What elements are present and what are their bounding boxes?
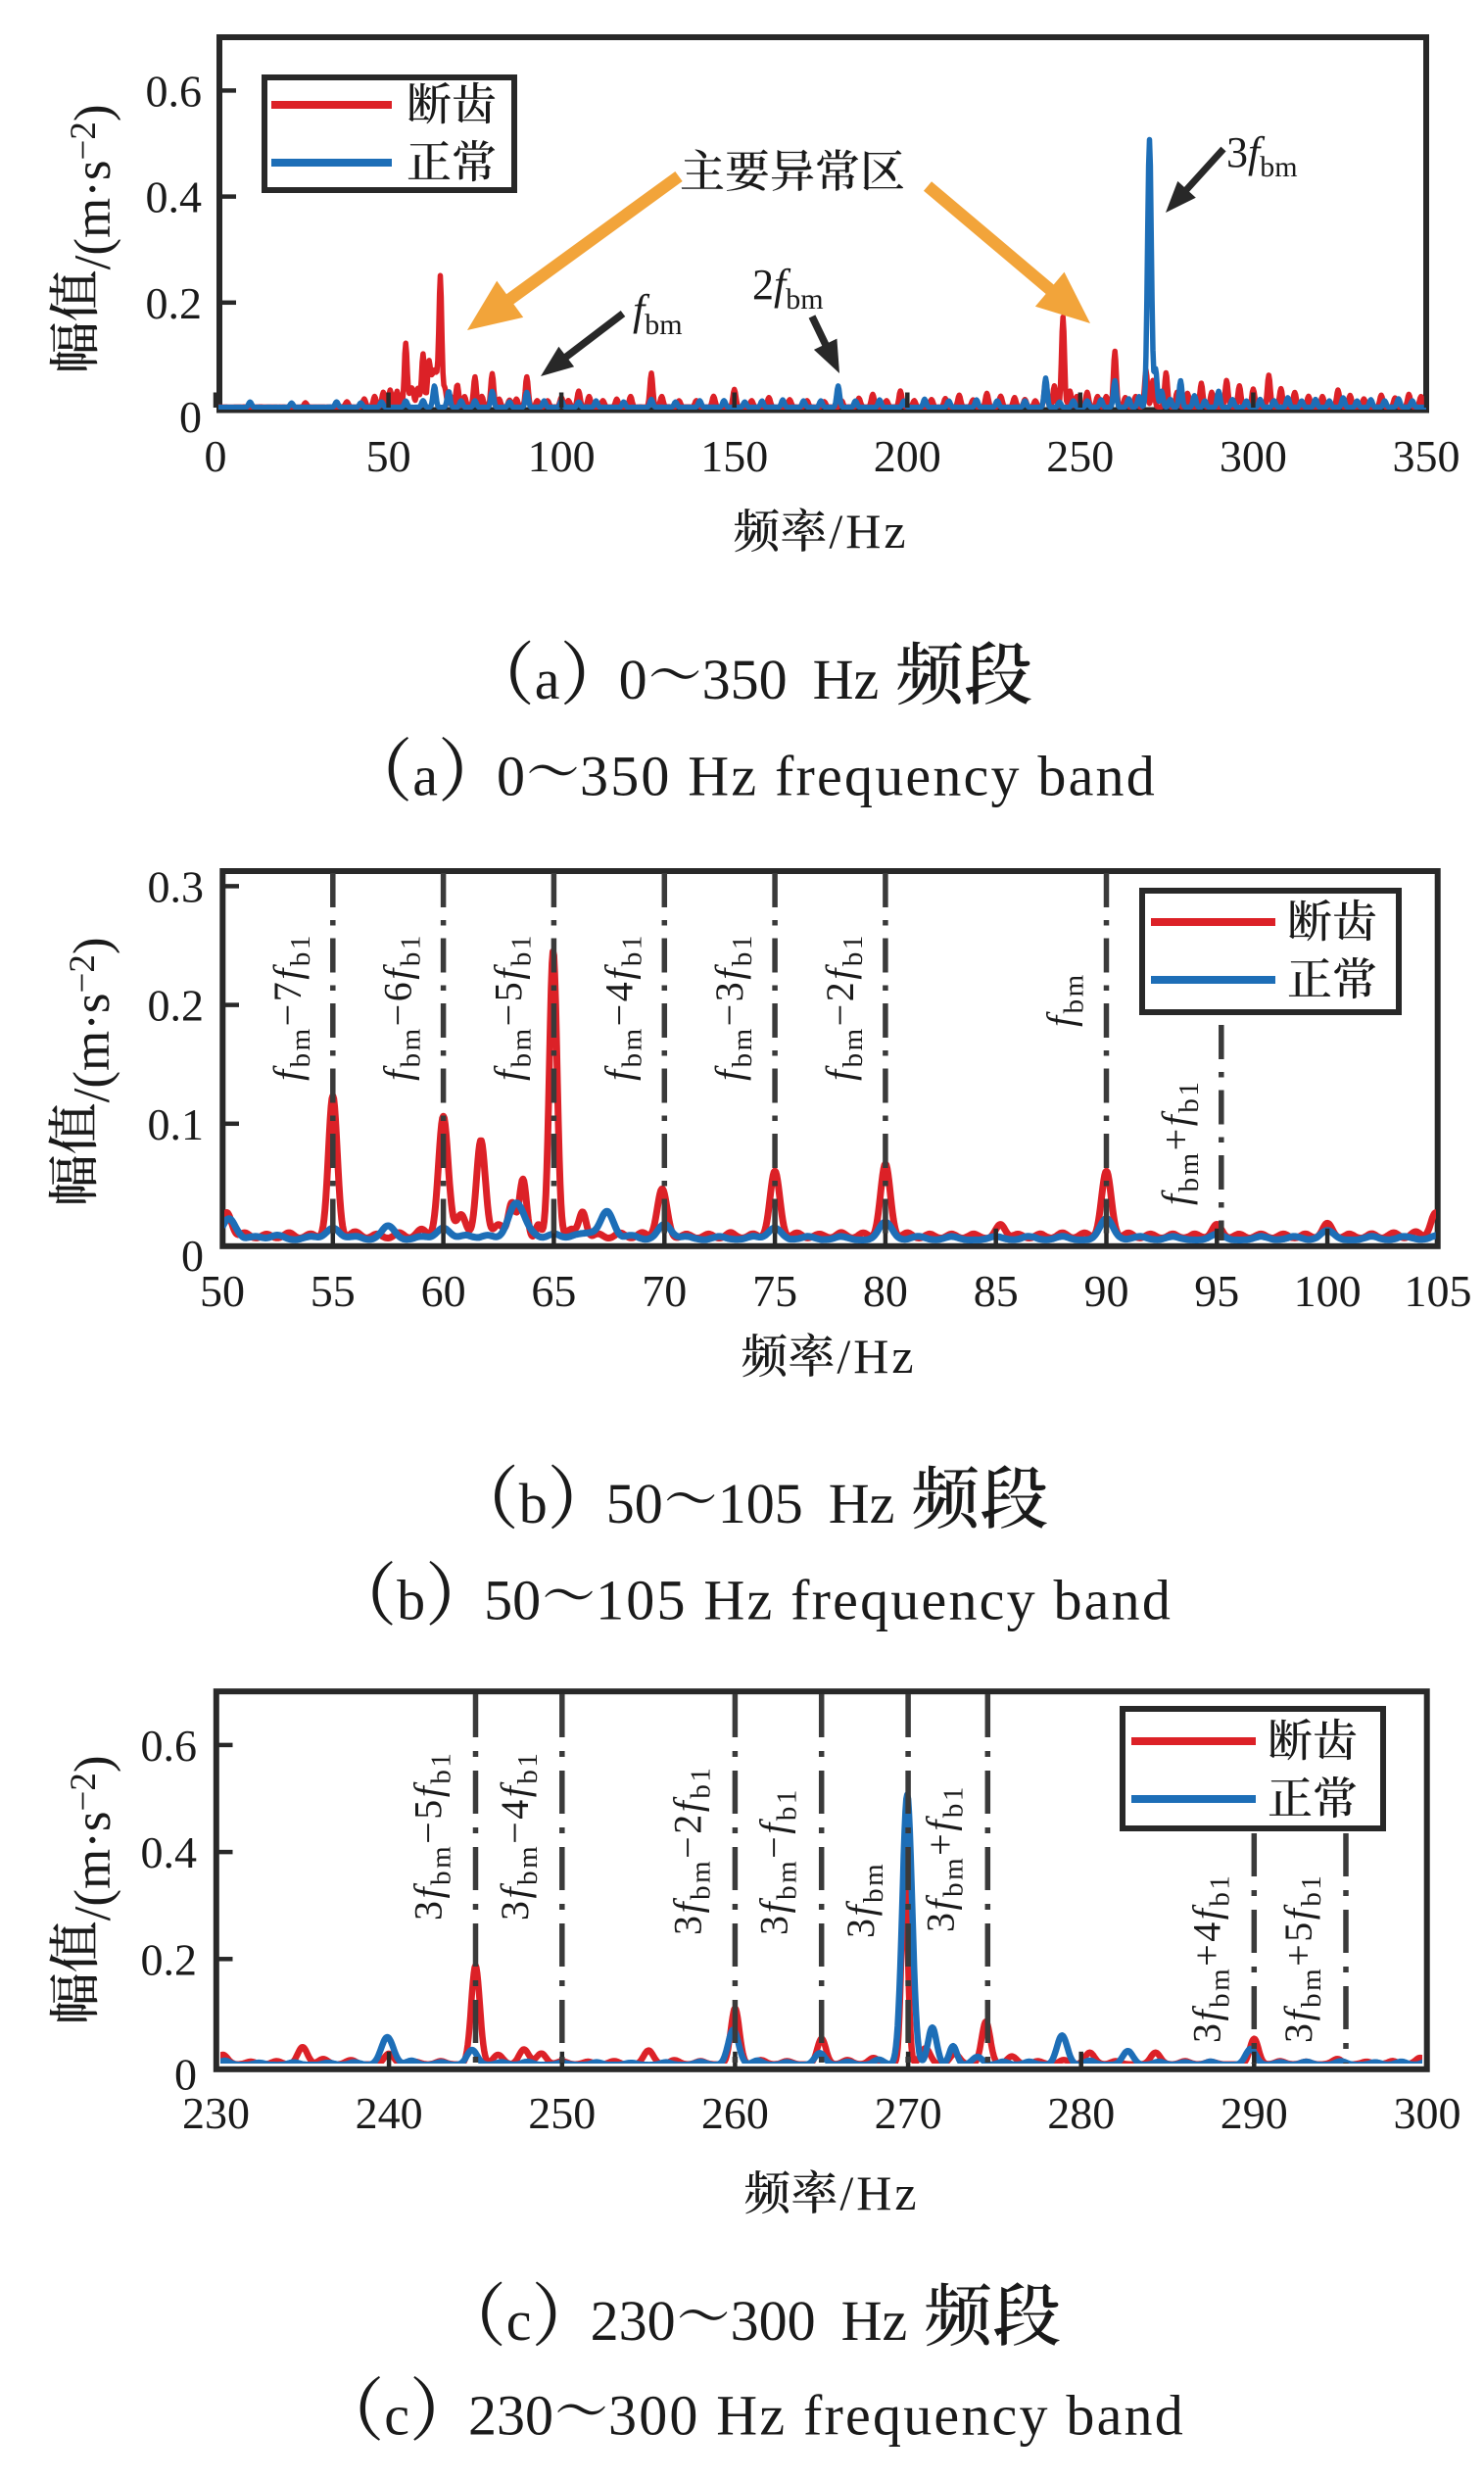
svg-text:a: a	[535, 648, 560, 711]
svg-text:a: a	[412, 745, 438, 808]
svg-text:0.3: 0.3	[148, 861, 205, 911]
svg-text:290: 290	[1221, 2088, 1288, 2138]
svg-text:240: 240	[356, 2088, 423, 2138]
svg-text:fbm−5fb1: fbm−5fb1	[486, 933, 537, 1081]
svg-text:0: 0	[179, 392, 202, 442]
svg-text:55: 55	[311, 1266, 356, 1316]
svg-text:0.2: 0.2	[148, 981, 205, 1031]
svg-text:0: 0	[181, 1231, 204, 1281]
svg-text:fbm−2fb1: fbm−2fb1	[818, 933, 869, 1081]
svg-text:250: 250	[528, 2088, 596, 2138]
svg-text:105 Hz frequency band: 105 Hz frequency band	[596, 1569, 1173, 1632]
svg-text:0.2: 0.2	[141, 1934, 198, 1984]
svg-text:Hz: Hz	[841, 2289, 908, 2353]
svg-text:95: 95	[1194, 1266, 1239, 1316]
svg-text:280: 280	[1047, 2088, 1115, 2138]
svg-text:230: 230	[182, 2088, 250, 2138]
svg-text:80: 80	[863, 1266, 908, 1316]
svg-text:fbm−7fb1: fbm−7fb1	[265, 933, 316, 1081]
svg-text:350 Hz frequency band: 350 Hz frequency band	[580, 745, 1157, 808]
svg-text:0: 0	[205, 431, 227, 481]
svg-text:300: 300	[731, 2289, 816, 2353]
svg-text:70: 70	[642, 1266, 687, 1316]
svg-text:0: 0	[497, 745, 525, 808]
svg-text:150: 150	[700, 431, 768, 481]
svg-text:b: b	[397, 1569, 425, 1632]
svg-text:270: 270	[875, 2088, 942, 2138]
svg-text:0: 0	[174, 2050, 197, 2100]
svg-text:50: 50	[366, 431, 411, 481]
svg-text:0: 0	[619, 648, 647, 711]
svg-text:fbm−3fb1: fbm−3fb1	[707, 933, 758, 1081]
svg-text:75: 75	[752, 1266, 797, 1316]
svg-text:/(m·s−2): /(m·s−2)	[64, 1755, 121, 1921]
svg-text:260: 260	[701, 2088, 769, 2138]
svg-text:Hz: Hz	[813, 648, 880, 711]
svg-text:350: 350	[702, 648, 788, 711]
svg-text:300: 300	[1220, 431, 1287, 481]
svg-text:/Hz: /Hz	[829, 504, 908, 559]
svg-text:c: c	[506, 2289, 532, 2353]
svg-text:fbm−4fb1: fbm−4fb1	[597, 933, 647, 1081]
svg-text:90: 90	[1084, 1266, 1129, 1316]
svg-text:100: 100	[528, 431, 596, 481]
svg-text:/Hz: /Hz	[839, 2165, 919, 2220]
svg-text:c: c	[384, 2384, 409, 2448]
svg-text:85: 85	[974, 1266, 1019, 1316]
svg-text:fbm+fb1: fbm+fb1	[1154, 1080, 1205, 1205]
svg-text:fbm−6fb1: fbm−6fb1	[376, 933, 427, 1081]
svg-text:/Hz: /Hz	[837, 1329, 916, 1384]
svg-text:300: 300	[1394, 2088, 1461, 2138]
svg-text:230: 230	[591, 2289, 676, 2353]
svg-text:105: 105	[718, 1472, 803, 1535]
svg-text:0.6: 0.6	[146, 66, 203, 116]
svg-text:250: 250	[1046, 431, 1114, 481]
svg-text:b: b	[519, 1472, 548, 1535]
svg-text:0.2: 0.2	[146, 278, 203, 328]
svg-text:100: 100	[1294, 1266, 1362, 1316]
svg-text:0.1: 0.1	[148, 1099, 205, 1149]
svg-text:60: 60	[421, 1266, 466, 1316]
svg-text:105: 105	[1405, 1266, 1472, 1316]
svg-text:350: 350	[1393, 431, 1460, 481]
svg-text:230: 230	[468, 2384, 553, 2448]
svg-text:50: 50	[606, 1472, 663, 1535]
svg-text:0.4: 0.4	[141, 1827, 198, 1877]
svg-text:0.4: 0.4	[146, 172, 203, 222]
svg-text:50: 50	[484, 1569, 541, 1632]
svg-text:200: 200	[874, 431, 941, 481]
svg-text:3fbm+5fb1: 3fbm+5fb1	[1276, 1873, 1327, 2043]
svg-text:0.6: 0.6	[141, 1721, 198, 1771]
svg-text:Hz: Hz	[829, 1472, 895, 1535]
svg-text:3fbm: 3fbm	[838, 1862, 889, 1938]
svg-text:fbm: fbm	[1039, 972, 1090, 1027]
svg-text:300 Hz frequency band: 300 Hz frequency band	[608, 2384, 1185, 2448]
svg-text:3fbm−5fb1: 3fbm−5fb1	[407, 1751, 457, 1921]
svg-text:65: 65	[531, 1266, 576, 1316]
svg-text:50: 50	[200, 1266, 245, 1316]
